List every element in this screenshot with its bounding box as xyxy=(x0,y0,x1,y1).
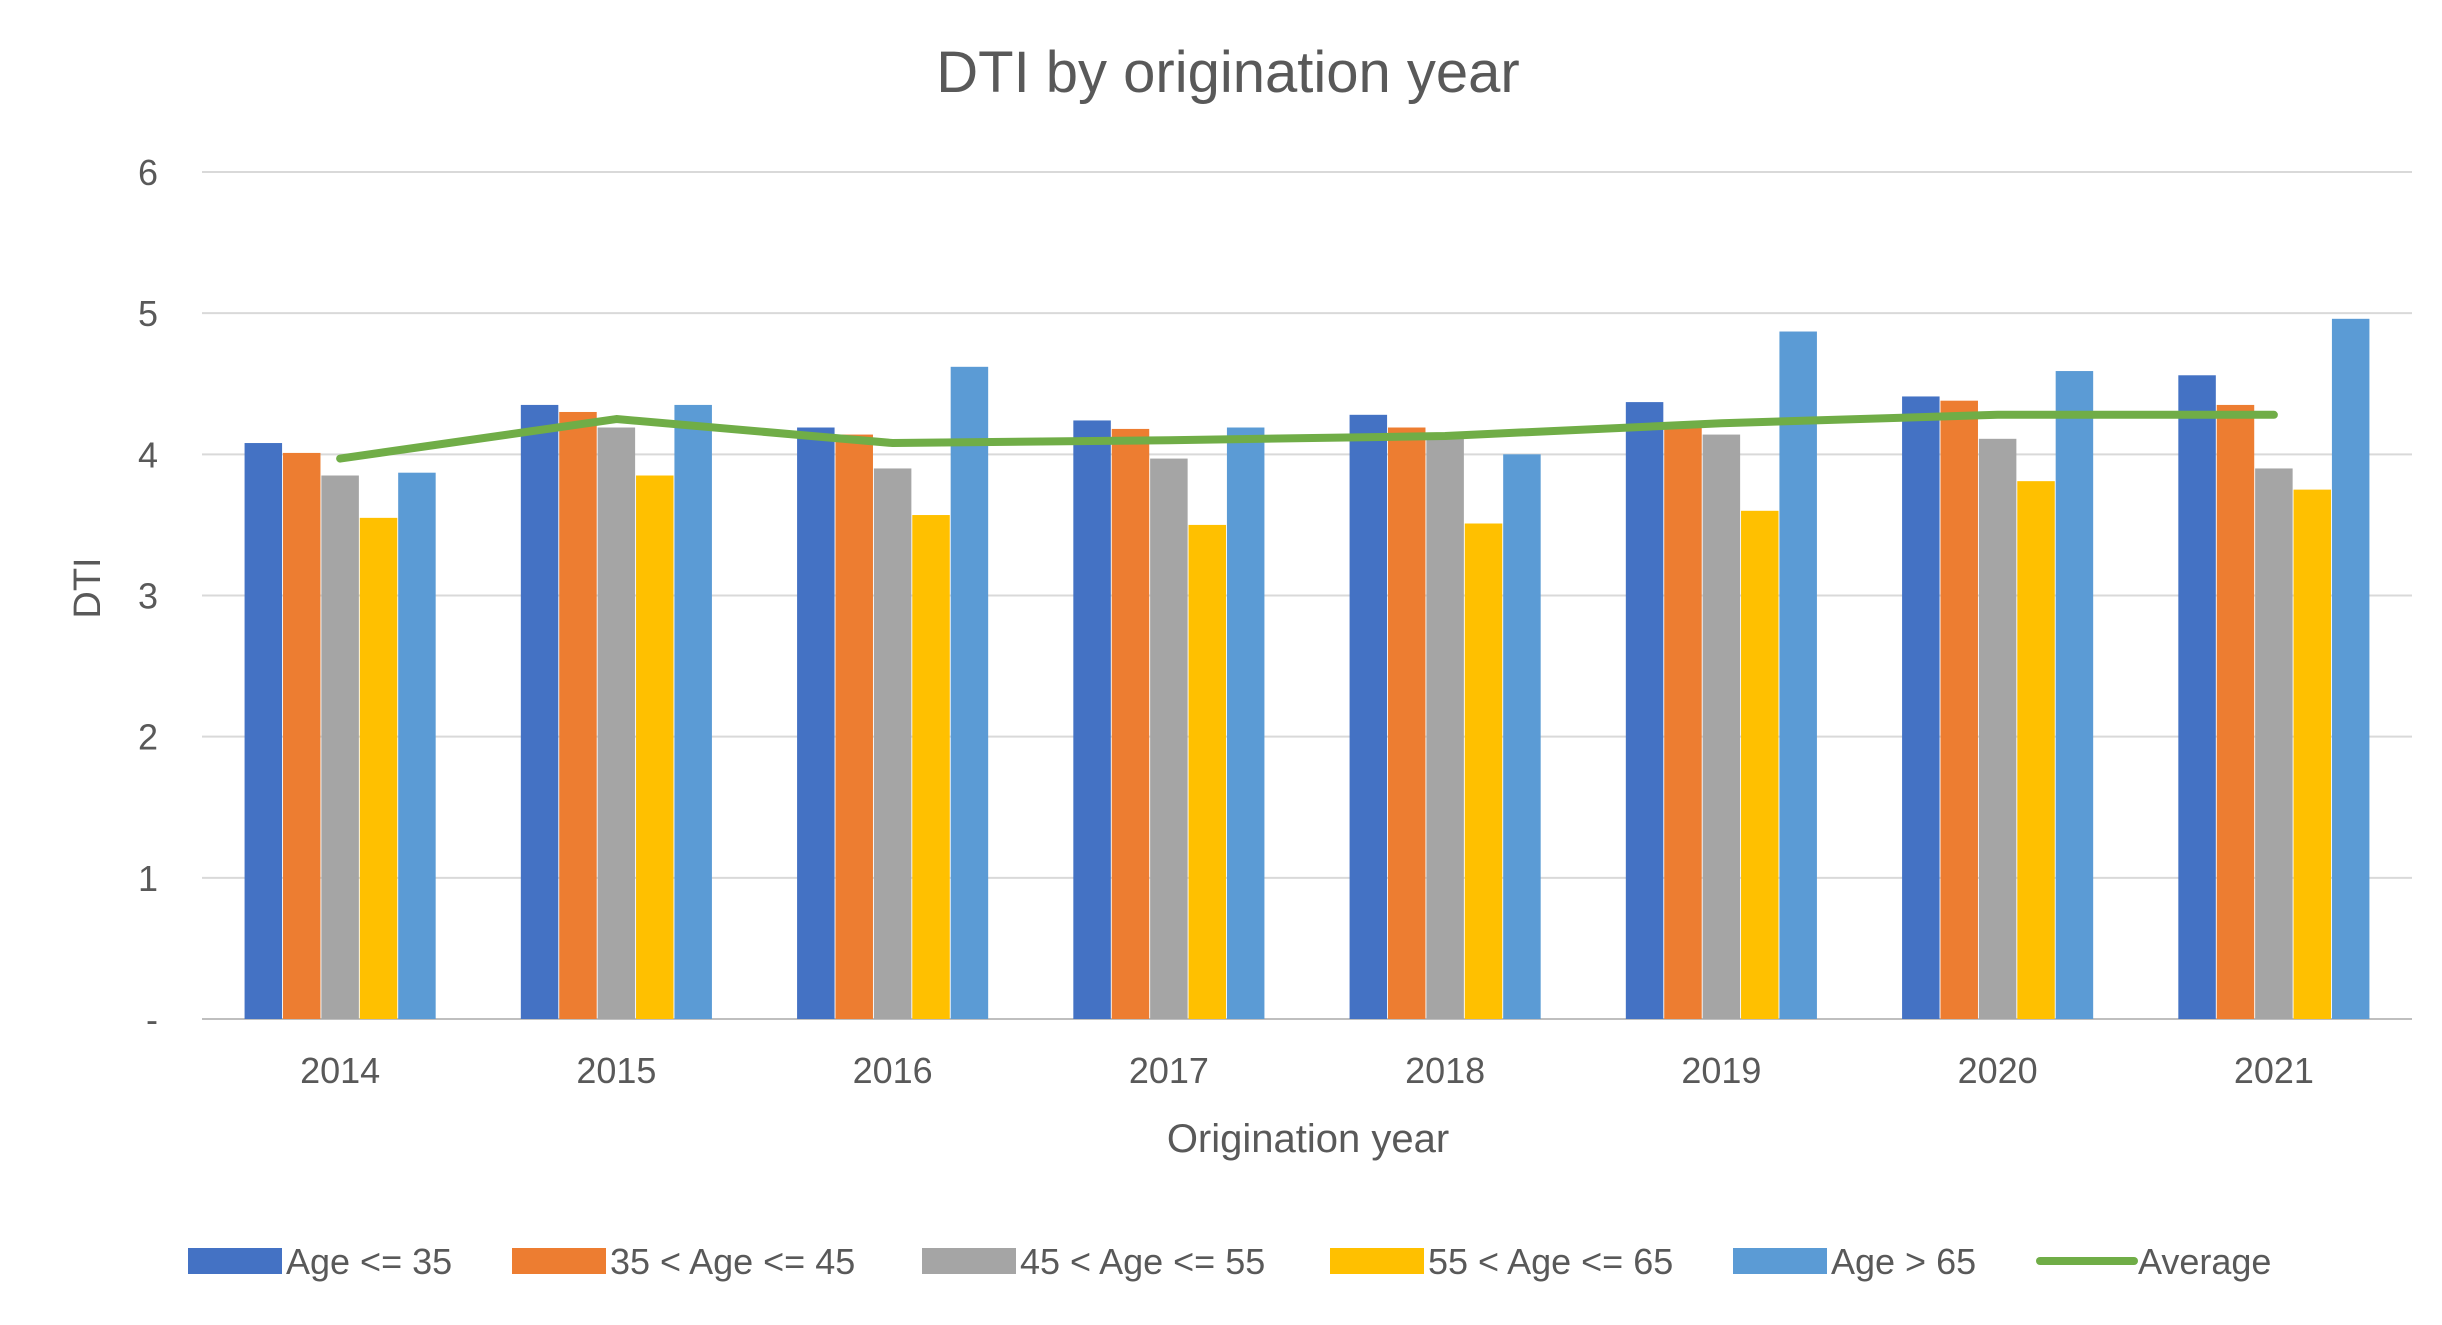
bar xyxy=(1426,437,1464,1020)
x-axis-ticks: 2014 2015 2016 2017 2018 2019 2020 2021 xyxy=(300,1050,2314,1091)
average-line-group xyxy=(336,410,2278,463)
legend-swatch xyxy=(512,1248,606,1274)
y-tick-label: 3 xyxy=(138,576,158,617)
average-line xyxy=(336,410,2278,463)
bar xyxy=(1349,414,1388,1020)
bar xyxy=(1940,400,1978,1019)
bar xyxy=(1464,523,1503,1019)
bar xyxy=(1741,510,1779,1019)
bar xyxy=(244,443,283,1019)
y-tick-label: - xyxy=(146,999,158,1040)
bar xyxy=(674,404,712,1019)
bar xyxy=(1702,434,1741,1019)
bar xyxy=(321,475,359,1020)
legend-label: 45 < Age <= 55 xyxy=(1020,1241,1265,1282)
x-tick-label: 2017 xyxy=(1129,1050,1209,1091)
bar xyxy=(950,366,989,1019)
bar xyxy=(2178,375,2216,1019)
bar xyxy=(2255,468,2293,1019)
bar xyxy=(1150,458,1188,1019)
bar xyxy=(1073,420,1111,1019)
legend-label: Age <= 35 xyxy=(286,1241,452,1282)
bar xyxy=(2331,318,2370,1019)
bar xyxy=(1503,454,1541,1019)
y-tick-label: 2 xyxy=(138,717,158,758)
bar xyxy=(636,475,674,1020)
bar xyxy=(1978,438,2017,1019)
y-tick-label: 5 xyxy=(138,293,158,334)
bar xyxy=(2216,404,2255,1019)
chart-title: DTI by origination year xyxy=(936,40,1519,105)
legend-label: Age > 65 xyxy=(1831,1241,1976,1282)
legend-label: 55 < Age <= 65 xyxy=(1428,1241,1673,1282)
bar xyxy=(912,515,950,1019)
y-tick-label: 6 xyxy=(138,152,158,193)
bar xyxy=(2017,481,2055,1019)
legend-swatch xyxy=(188,1248,282,1274)
legend-label: Average xyxy=(2138,1241,2271,1282)
bar xyxy=(1902,396,1940,1020)
bar xyxy=(1625,402,1664,1019)
x-tick-label: 2019 xyxy=(1681,1050,1761,1091)
bar xyxy=(797,427,835,1019)
bar xyxy=(1387,427,1426,1019)
x-tick-label: 2014 xyxy=(300,1050,380,1091)
legend-swatch xyxy=(1733,1248,1827,1274)
legend-swatch xyxy=(922,1248,1016,1274)
bar xyxy=(1188,524,1227,1019)
bar xyxy=(282,452,321,1020)
x-tick-label: 2021 xyxy=(2234,1050,2314,1091)
y-axis-ticks: - 1 2 3 4 5 6 xyxy=(138,152,158,1040)
y-tick-label: 4 xyxy=(138,434,158,475)
x-tick-label: 2018 xyxy=(1405,1050,1485,1091)
bar xyxy=(398,472,436,1019)
bar xyxy=(2293,489,2332,1019)
x-axis-label: Origination year xyxy=(1167,1117,1449,1161)
bar xyxy=(873,468,912,1019)
bar xyxy=(835,434,873,1019)
bar xyxy=(1226,427,1265,1019)
x-tick-label: 2015 xyxy=(576,1050,656,1091)
x-tick-label: 2020 xyxy=(1958,1050,2038,1091)
y-axis-label: DTI xyxy=(67,557,109,618)
bar xyxy=(1664,423,1702,1019)
bar xyxy=(2055,371,2094,1019)
bar xyxy=(597,427,636,1019)
bar xyxy=(1779,331,1817,1020)
bar xyxy=(559,411,597,1019)
bars xyxy=(244,318,2370,1020)
legend-label: 35 < Age <= 45 xyxy=(610,1241,855,1282)
bar xyxy=(520,404,559,1019)
x-tick-label: 2016 xyxy=(853,1050,933,1091)
y-tick-label: 1 xyxy=(138,858,158,899)
legend: Age <= 35 35 < Age <= 45 45 < Age <= 55 55 … xyxy=(188,1241,2271,1282)
bar xyxy=(359,517,398,1019)
legend-swatch xyxy=(1330,1248,1424,1274)
bar xyxy=(1111,428,1150,1019)
